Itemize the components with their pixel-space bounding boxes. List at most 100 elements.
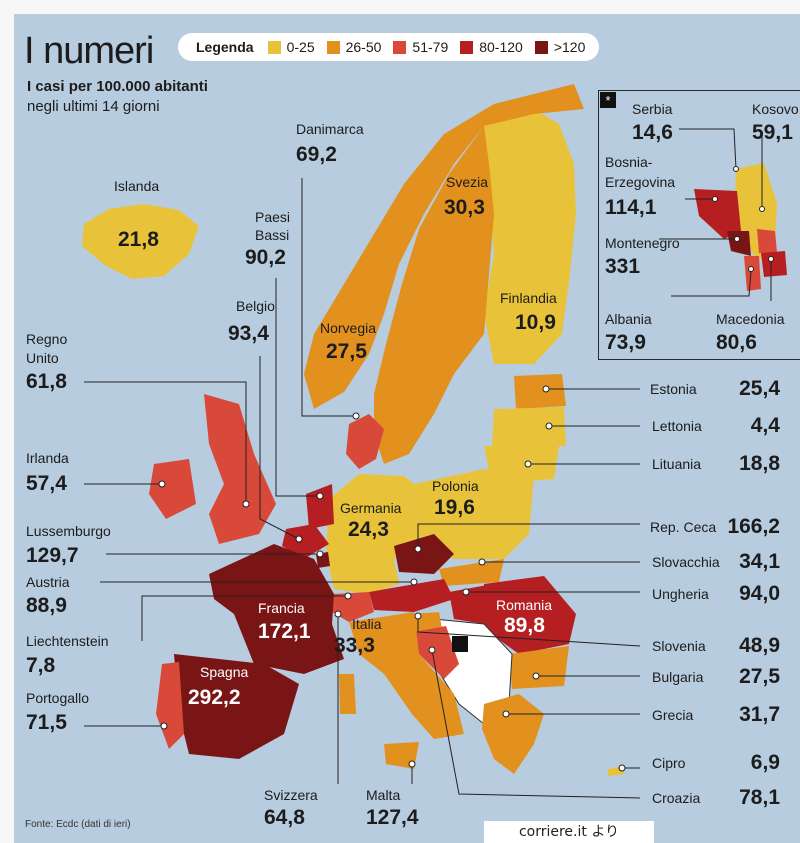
legend-item: 51-79 xyxy=(393,39,448,55)
legend-swatch xyxy=(267,40,281,54)
label-kosovo-name: Kosovo xyxy=(752,101,799,117)
label-slovacchia-name: Slovacchia xyxy=(652,554,720,570)
inset-kosovo xyxy=(757,229,777,253)
label-slovenia-name: Slovenia xyxy=(652,638,706,654)
label-lettonia-name: Lettonia xyxy=(652,418,702,434)
label-bulgaria-name: Bulgaria xyxy=(652,669,704,685)
legend-item: 0-25 xyxy=(267,39,315,55)
legend-title: Legenda xyxy=(196,39,254,55)
label-serbia-name: Serbia xyxy=(632,101,673,117)
label-estonia-name: Estonia xyxy=(650,381,697,397)
map-grecia xyxy=(482,694,544,774)
label-norvegia-value: 27,5 xyxy=(326,340,367,363)
label-austria-name: Austria xyxy=(26,574,70,590)
label-cipro-name: Cipro xyxy=(652,755,686,771)
label-islanda-name: Islanda xyxy=(114,178,160,194)
subtitle-period: negli ultimi 14 giorni xyxy=(27,98,160,115)
leader-lines xyxy=(84,178,641,799)
map-italia xyxy=(349,612,464,739)
label-regno-unito-value: 61,8 xyxy=(26,370,67,393)
leader-liechtenstein xyxy=(141,595,348,641)
map-finlandia xyxy=(476,109,576,364)
leader-regno-unito xyxy=(84,381,247,504)
label-svizzera-name: Svizzera xyxy=(264,787,318,803)
map-irlanda xyxy=(149,459,196,519)
leader-slovenia xyxy=(417,616,641,647)
label-romania-value: 89,8 xyxy=(504,614,545,637)
label-lettonia-value: 4,4 xyxy=(750,414,780,437)
leader-danimarca xyxy=(301,178,356,417)
inset-marker-icon: * xyxy=(600,92,616,108)
label-francia-value: 172,1 xyxy=(258,620,311,643)
legend-item: >120 xyxy=(534,39,585,55)
label-ungheria-value: 94,0 xyxy=(739,582,780,605)
label-croazia-value: 78,1 xyxy=(739,786,780,809)
map-shapes xyxy=(82,84,641,799)
label-belgio-value: 93,4 xyxy=(228,322,269,345)
legend-item: 26-50 xyxy=(326,39,381,55)
label-estonia-value: 25,4 xyxy=(739,377,780,400)
map-spagna xyxy=(174,654,299,759)
label-grecia-name: Grecia xyxy=(652,707,694,723)
label-malta-name: Malta xyxy=(366,787,401,803)
label-montenegro-value: 331 xyxy=(605,255,641,278)
map-francia xyxy=(209,544,344,674)
label-paesi-bassi-name: Paesi Bassi xyxy=(255,209,291,243)
label-romania-name: Romania xyxy=(496,597,553,613)
label-bosnia-name: Bosnia- Erzegovina xyxy=(605,154,676,190)
map-polonia xyxy=(414,469,534,559)
label-malta-value: 127,4 xyxy=(366,806,419,829)
label-rep-ceca-value: 166,2 xyxy=(727,515,780,538)
label-ungheria-name: Ungheria xyxy=(652,586,709,602)
map-bulgaria xyxy=(509,646,569,689)
inset-bosnia xyxy=(694,189,741,239)
map-svizzera xyxy=(332,592,374,622)
label-serbia-value: 14,6 xyxy=(632,121,673,144)
label-lussemburgo-value: 129,7 xyxy=(26,544,79,567)
label-albania-name: Albania xyxy=(605,311,652,327)
label-kosovo-value: 59,1 xyxy=(752,121,793,144)
label-cipro-value: 6,9 xyxy=(750,751,780,774)
label-spagna-name: Spagna xyxy=(200,664,249,680)
label-norvegia-name: Norvegia xyxy=(320,320,377,336)
map-danimarca xyxy=(346,414,384,469)
label-irlanda-value: 57,4 xyxy=(26,472,67,495)
balkans-inset xyxy=(598,90,800,360)
label-austria-value: 88,9 xyxy=(26,594,67,617)
source-note: Fonte: Ecdc (dati di ieri) xyxy=(25,819,131,830)
label-islanda-value: 21,8 xyxy=(118,228,159,251)
map-portogallo xyxy=(156,662,184,749)
inset-leader-lines xyxy=(659,128,772,301)
label-liechtenstein-name: Liechtenstein xyxy=(26,633,109,649)
label-rep-ceca-name: Rep. Ceca xyxy=(650,519,717,535)
map-paesi-bassi xyxy=(306,484,334,529)
inset-macedonia xyxy=(761,251,787,277)
leader-rep-ceca xyxy=(417,523,640,549)
label-macedonia-name: Macedonia xyxy=(716,311,785,327)
label-polonia-value: 19,6 xyxy=(434,496,475,519)
map-germania xyxy=(326,474,419,594)
label-germania-value: 24,3 xyxy=(348,518,389,541)
label-slovacchia-value: 34,1 xyxy=(739,550,780,573)
label-portogallo-name: Portogallo xyxy=(26,690,90,706)
map-estonia xyxy=(514,374,566,409)
label-danimarca-name: Danimarca xyxy=(296,121,364,137)
map-slovacchia xyxy=(439,559,504,586)
label-italia-name: Italia xyxy=(352,616,382,632)
map-lettonia xyxy=(492,407,566,446)
label-lituania-value: 18,8 xyxy=(739,452,780,475)
inset-albania xyxy=(744,256,761,291)
label-francia-name: Francia xyxy=(258,600,305,616)
map-romania xyxy=(484,576,576,654)
map-rep-ceca xyxy=(394,534,454,574)
leader-dots xyxy=(158,385,626,772)
label-germania-name: Germania xyxy=(340,500,402,516)
legend-swatch xyxy=(460,40,474,54)
map-norvegia xyxy=(304,84,584,409)
label-regno-unito-name: Regno Unito xyxy=(26,331,68,366)
inset-shapes xyxy=(659,128,787,301)
label-belgio-name: Belgio xyxy=(236,298,275,314)
legend: Legenda 0-25 26-50 51-79 80-120 >120 xyxy=(178,33,600,61)
label-finlandia-name: Finlandia xyxy=(500,290,557,306)
